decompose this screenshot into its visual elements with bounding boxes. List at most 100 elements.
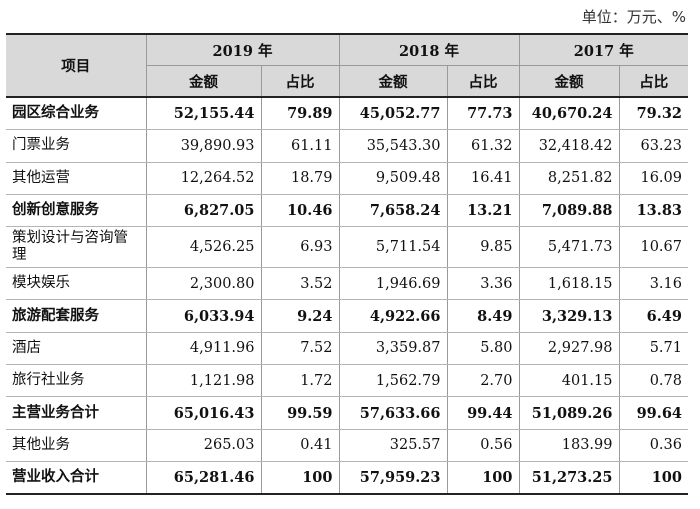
amount-cell: 1,121.98	[146, 364, 262, 398]
header-ratio: 占比	[447, 65, 520, 98]
row-label: 创新创意服务	[6, 194, 147, 228]
amount-cell: 45,052.77	[339, 97, 448, 131]
table-row: 旅游配套服务 6,033.94 9.24 4,922.66 8.49 3,329.13 6.…	[6, 299, 688, 333]
header-year-2018: 2018 年	[339, 34, 520, 66]
ratio-cell: 99.59	[261, 396, 340, 430]
ratio-cell: 3.52	[261, 267, 340, 301]
ratio-cell: 7.52	[261, 332, 340, 366]
ratio-cell: 77.73	[447, 97, 520, 131]
header-amount: 金额	[339, 65, 448, 98]
row-label: 策划设计与咨询管理	[6, 226, 147, 269]
ratio-cell: 18.79	[261, 162, 340, 195]
ratio-cell: 99.64	[619, 396, 688, 430]
amount-cell: 3,359.87	[339, 332, 448, 366]
ratio-cell: 16.09	[619, 162, 688, 195]
amount-cell: 9,509.48	[339, 162, 448, 195]
ratio-cell: 63.23	[619, 129, 688, 163]
ratio-cell: 10.67	[619, 226, 688, 269]
amount-cell: 51,089.26	[519, 396, 620, 430]
table-row: 旅行社业务 1,121.98 1.72 1,562.79 2.70 401.15 0.78	[6, 364, 688, 398]
ratio-cell: 3.16	[619, 267, 688, 301]
amount-cell: 325.57	[339, 429, 448, 462]
table-body: 园区综合业务 52,155.44 79.89 45,052.77 77.73 40,670…	[6, 97, 688, 496]
amount-cell: 7,658.24	[339, 194, 448, 228]
ratio-cell: 5.80	[447, 332, 520, 366]
amount-cell: 1,946.69	[339, 267, 448, 301]
ratio-cell: 6.93	[261, 226, 340, 269]
ratio-cell: 5.71	[619, 332, 688, 366]
amount-cell: 35,543.30	[339, 129, 448, 163]
amount-cell: 4,911.96	[146, 332, 262, 366]
amount-cell: 1,618.15	[519, 267, 620, 301]
header-ratio: 占比	[261, 65, 340, 98]
amount-cell: 6,033.94	[146, 299, 262, 333]
amount-cell: 39,890.93	[146, 129, 262, 163]
amount-cell: 57,959.23	[339, 461, 448, 496]
table-row: 模块娱乐 2,300.80 3.52 1,946.69 3.36 1,618.15 3.16	[6, 267, 688, 301]
ratio-cell: 6.49	[619, 299, 688, 333]
amount-cell: 6,827.05	[146, 194, 262, 228]
row-label: 园区综合业务	[6, 97, 147, 131]
ratio-cell: 0.36	[619, 429, 688, 462]
amount-cell: 3,329.13	[519, 299, 620, 333]
ratio-cell: 79.32	[619, 97, 688, 131]
ratio-cell: 8.49	[447, 299, 520, 333]
ratio-cell: 79.89	[261, 97, 340, 131]
ratio-cell: 100	[447, 461, 520, 496]
ratio-cell: 9.24	[261, 299, 340, 333]
header-ratio: 占比	[619, 65, 688, 98]
amount-cell: 4,526.25	[146, 226, 262, 269]
table-row: 其他业务 265.03 0.41 325.57 0.56 183.99 0.36	[6, 429, 688, 462]
table-row: 营业收入合计 65,281.46 100 57,959.23 100 51,273.25 1…	[6, 461, 688, 496]
amount-cell: 57,633.66	[339, 396, 448, 430]
row-label: 旅游配套服务	[6, 299, 147, 333]
table-row: 酒店 4,911.96 7.52 3,359.87 5.80 2,927.98 5.71	[6, 332, 688, 366]
amount-cell: 401.15	[519, 364, 620, 398]
ratio-cell: 99.44	[447, 396, 520, 430]
ratio-cell: 1.72	[261, 364, 340, 398]
header-year-2017: 2017 年	[519, 34, 688, 66]
amount-cell: 52,155.44	[146, 97, 262, 131]
ratio-cell: 61.32	[447, 129, 520, 163]
revenue-table: 项目 2019 年 2018 年 2017 年 金额 占比 金额 占比 金额 占…	[6, 33, 688, 496]
header-year-2019: 2019 年	[146, 34, 340, 66]
ratio-cell: 13.21	[447, 194, 520, 228]
table-row: 其他运营 12,264.52 18.79 9,509.48 16.41 8,251.82 1…	[6, 162, 688, 195]
amount-cell: 65,281.46	[146, 461, 262, 496]
amount-cell: 2,927.98	[519, 332, 620, 366]
ratio-cell: 9.85	[447, 226, 520, 269]
row-label: 其他运营	[6, 162, 147, 195]
amount-cell: 1,562.79	[339, 364, 448, 398]
amount-cell: 265.03	[146, 429, 262, 462]
ratio-cell: 100	[619, 461, 688, 496]
amount-cell: 183.99	[519, 429, 620, 462]
table-row: 主营业务合计 65,016.43 99.59 57,633.66 99.44 51,089…	[6, 396, 688, 430]
table-header: 项目 2019 年 2018 年 2017 年 金额 占比 金额 占比 金额 占…	[6, 34, 688, 98]
amount-cell: 2,300.80	[146, 267, 262, 301]
ratio-cell: 0.41	[261, 429, 340, 462]
ratio-cell: 16.41	[447, 162, 520, 195]
amount-cell: 32,418.42	[519, 129, 620, 163]
row-label: 其他业务	[6, 429, 147, 462]
ratio-cell: 0.56	[447, 429, 520, 462]
row-label: 旅行社业务	[6, 364, 147, 398]
header-amount: 金额	[146, 65, 262, 98]
row-label: 营业收入合计	[6, 461, 147, 496]
amount-cell: 51,273.25	[519, 461, 620, 496]
row-label: 门票业务	[6, 129, 147, 163]
amount-cell: 5,711.54	[339, 226, 448, 269]
amount-cell: 7,089.88	[519, 194, 620, 228]
table-row: 园区综合业务 52,155.44 79.89 45,052.77 77.73 40,670…	[6, 97, 688, 131]
table-row: 策划设计与咨询管理 4,526.25 6.93 5,711.54 9.85 5,471.7…	[6, 226, 688, 269]
ratio-cell: 0.78	[619, 364, 688, 398]
row-label: 模块娱乐	[6, 267, 147, 301]
table-row: 创新创意服务 6,827.05 10.46 7,658.24 13.21 7,089.88…	[6, 194, 688, 228]
header-item: 项目	[6, 34, 147, 98]
row-label: 主营业务合计	[6, 396, 147, 430]
amount-cell: 65,016.43	[146, 396, 262, 430]
amount-cell: 12,264.52	[146, 162, 262, 195]
ratio-cell: 10.46	[261, 194, 340, 228]
revenue-table-container: 项目 2019 年 2018 年 2017 年 金额 占比 金额 占比 金额 占…	[6, 33, 688, 496]
amount-cell: 40,670.24	[519, 97, 620, 131]
unit-note: 单位：万元、%	[581, 8, 686, 26]
